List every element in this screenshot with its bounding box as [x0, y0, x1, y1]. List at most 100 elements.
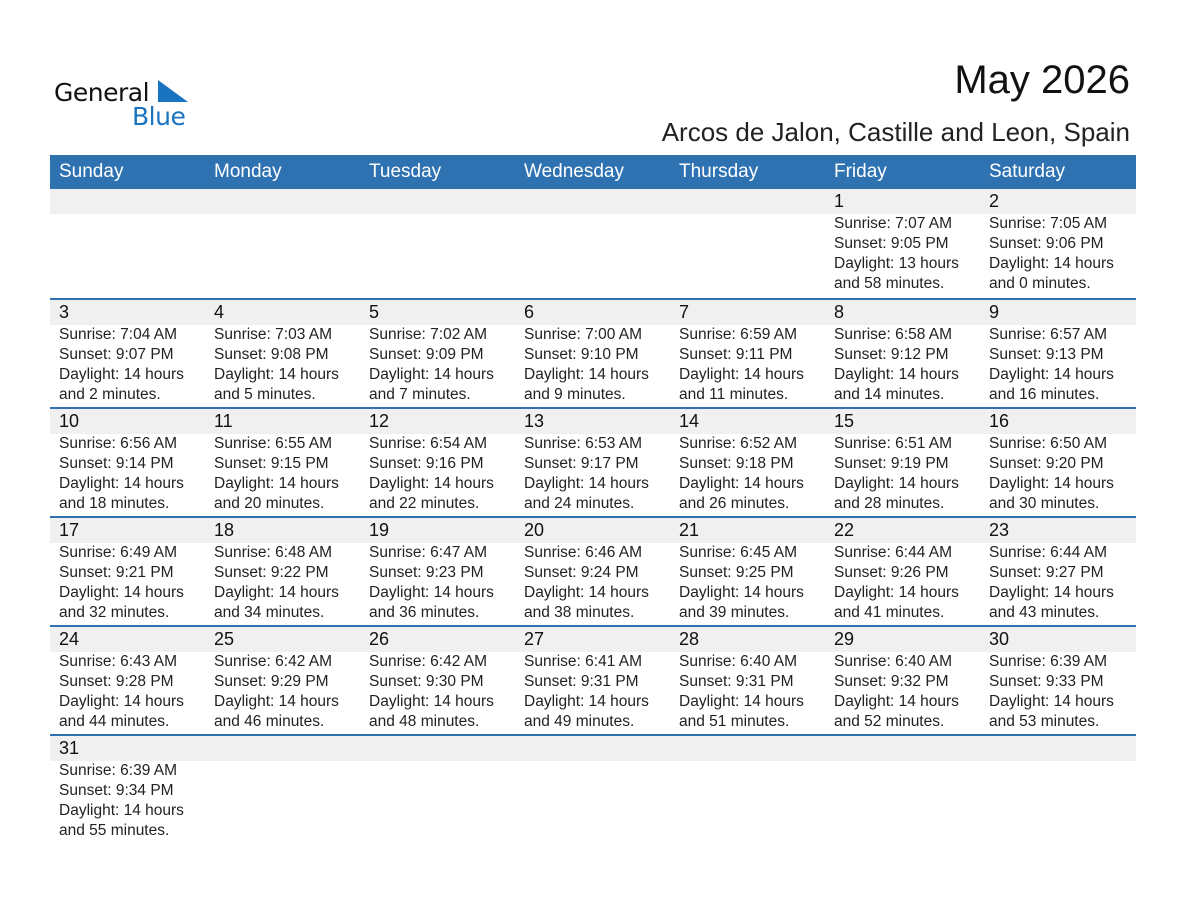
empty-cell [980, 736, 1135, 843]
weekday-sunday: Sunday [59, 161, 124, 182]
daylight-minutes-text: and 11 minutes. [679, 386, 789, 403]
sunrise-text: Sunrise: 7:04 AM [59, 326, 178, 343]
daylight-text: Daylight: 14 hours [59, 584, 184, 601]
sunrise-text: Sunrise: 7:07 AM [834, 215, 953, 232]
day-cell: 31 Sunrise: 6:39 AM Sunset: 9:34 PM Dayligh… [50, 736, 205, 843]
day-number: 5 [369, 302, 380, 322]
day-number: 2 [989, 191, 1000, 211]
daylight-minutes-text: and 46 minutes. [214, 713, 325, 730]
sunrise-text: Sunrise: 6:44 AM [989, 544, 1108, 561]
daylight-text: Daylight: 14 hours [834, 475, 959, 492]
day-cell: 25 Sunrise: 6:42 AM Sunset: 9:29 PM Dayligh… [205, 627, 360, 734]
week-row: 3 Sunrise: 7:04 AM Sunset: 9:07 PM Daylight… [50, 298, 1136, 407]
day-cell: 4 Sunrise: 7:03 AM Sunset: 9:08 PM Daylight… [205, 300, 360, 407]
weekday-monday: Monday [214, 161, 282, 182]
daylight-minutes-text: and 36 minutes. [369, 604, 480, 621]
day-number: 13 [524, 411, 545, 431]
daylight-minutes-text: and 14 minutes. [834, 386, 945, 403]
sunrise-text: Sunrise: 6:52 AM [679, 435, 798, 452]
daylight-text: Daylight: 14 hours [989, 584, 1114, 601]
date-strip [50, 736, 1136, 761]
sunrise-text: Sunrise: 6:47 AM [369, 544, 488, 561]
day-number: 21 [679, 520, 700, 540]
day-cell: 12 Sunrise: 6:54 AM Sunset: 9:16 PM Dayligh… [360, 409, 515, 516]
daylight-text: Daylight: 14 hours [524, 584, 649, 601]
daylight-minutes-text: and 53 minutes. [989, 713, 1100, 730]
sunrise-text: Sunrise: 6:44 AM [834, 544, 953, 561]
day-cell: 28 Sunrise: 6:40 AM Sunset: 9:31 PM Dayligh… [670, 627, 825, 734]
sunset-text: Sunset: 9:05 PM [834, 235, 949, 252]
logo-triangle-icon [158, 80, 188, 102]
daylight-minutes-text: and 24 minutes. [524, 495, 635, 512]
daylight-minutes-text: and 49 minutes. [524, 713, 635, 730]
day-cell: 17 Sunrise: 6:49 AM Sunset: 9:21 PM Dayligh… [50, 518, 205, 625]
empty-cell [670, 189, 825, 298]
empty-cell [360, 736, 515, 843]
day-cell: 9 Sunrise: 6:57 AM Sunset: 9:13 PM Daylight… [980, 300, 1135, 407]
daylight-text: Daylight: 14 hours [59, 802, 184, 819]
sunset-text: Sunset: 9:20 PM [989, 455, 1104, 472]
day-number: 11 [214, 411, 233, 431]
sunrise-text: Sunrise: 7:00 AM [524, 326, 643, 343]
day-number: 12 [369, 411, 390, 431]
day-number: 30 [989, 629, 1010, 649]
sunrise-text: Sunrise: 6:41 AM [524, 653, 643, 670]
day-cell: 11 Sunrise: 6:55 AM Sunset: 9:15 PM Dayligh… [205, 409, 360, 516]
day-cell: 15 Sunrise: 6:51 AM Sunset: 9:19 PM Dayligh… [825, 409, 980, 516]
sunset-text: Sunset: 9:34 PM [59, 782, 174, 799]
day-cell: 23 Sunrise: 6:44 AM Sunset: 9:27 PM Dayligh… [980, 518, 1135, 625]
daylight-text: Daylight: 14 hours [989, 475, 1114, 492]
daylight-text: Daylight: 14 hours [214, 693, 339, 710]
sunset-text: Sunset: 9:22 PM [214, 564, 329, 581]
day-cell: 2 Sunrise: 7:05 AM Sunset: 9:06 PM Daylight… [980, 189, 1135, 298]
day-cell: 1 Sunrise: 7:07 AM Sunset: 9:05 PM Daylight… [825, 189, 980, 298]
day-cell: 26 Sunrise: 6:42 AM Sunset: 9:30 PM Dayligh… [360, 627, 515, 734]
daylight-minutes-text: and 48 minutes. [369, 713, 480, 730]
calendar: Sunday Monday Tuesday Wednesday Thursday Frid… [50, 155, 1136, 843]
location-subtitle: Arcos de Jalon, Castille and Leon, Spain [661, 117, 1130, 147]
sunrise-text: Sunrise: 7:03 AM [214, 326, 333, 343]
sunrise-text: Sunrise: 7:05 AM [989, 215, 1108, 232]
day-cell: 14 Sunrise: 6:52 AM Sunset: 9:18 PM Dayligh… [670, 409, 825, 516]
sunset-text: Sunset: 9:18 PM [679, 455, 794, 472]
weekday-header: Sunday Monday Tuesday Wednesday Thursday Frid… [50, 155, 1136, 189]
day-cell: 18 Sunrise: 6:48 AM Sunset: 9:22 PM Dayligh… [205, 518, 360, 625]
sunset-text: Sunset: 9:26 PM [834, 564, 949, 581]
daylight-text: Daylight: 14 hours [524, 366, 649, 383]
sunset-text: Sunset: 9:17 PM [524, 455, 639, 472]
daylight-minutes-text: and 30 minutes. [989, 495, 1100, 512]
weekday-tuesday: Tuesday [369, 161, 442, 182]
daylight-text: Daylight: 14 hours [679, 693, 804, 710]
day-cell: 6 Sunrise: 7:00 AM Sunset: 9:10 PM Daylight… [515, 300, 670, 407]
daylight-text: Daylight: 14 hours [214, 366, 339, 383]
daylight-text: Daylight: 14 hours [369, 366, 494, 383]
sunset-text: Sunset: 9:15 PM [214, 455, 329, 472]
weekday-saturday: Saturday [989, 161, 1066, 182]
sunset-text: Sunset: 9:16 PM [369, 455, 484, 472]
day-cell: 10 Sunrise: 6:56 AM Sunset: 9:14 PM Dayligh… [50, 409, 205, 516]
date-strip [50, 189, 1136, 214]
sunrise-text: Sunrise: 6:55 AM [214, 435, 333, 452]
daylight-text: Daylight: 14 hours [214, 475, 339, 492]
daylight-text: Daylight: 14 hours [834, 693, 959, 710]
calendar-weeks: 1 Sunrise: 7:07 AM Sunset: 9:05 PM Daylight… [50, 189, 1136, 843]
sunset-text: Sunset: 9:31 PM [524, 673, 639, 690]
weekday-friday: Friday [834, 161, 887, 182]
page-title: May 2026 [954, 58, 1130, 102]
sunset-text: Sunset: 9:10 PM [524, 346, 639, 363]
empty-cell [360, 189, 515, 298]
sunset-text: Sunset: 9:13 PM [989, 346, 1104, 363]
sunrise-text: Sunrise: 6:58 AM [834, 326, 953, 343]
sunrise-text: Sunrise: 6:43 AM [59, 653, 178, 670]
day-number: 29 [834, 629, 855, 649]
logo-word-blue: Blue [132, 102, 186, 131]
empty-cell [50, 189, 205, 298]
weekday-thursday: Thursday [679, 161, 759, 182]
daylight-minutes-text: and 16 minutes. [989, 386, 1100, 403]
daylight-text: Daylight: 14 hours [989, 366, 1114, 383]
empty-cell [825, 736, 980, 843]
day-cell: 7 Sunrise: 6:59 AM Sunset: 9:11 PM Daylight… [670, 300, 825, 407]
week-row: 10 Sunrise: 6:56 AM Sunset: 9:14 PM Dayligh… [50, 407, 1136, 516]
sunset-text: Sunset: 9:27 PM [989, 564, 1104, 581]
date-strip [50, 300, 1136, 325]
